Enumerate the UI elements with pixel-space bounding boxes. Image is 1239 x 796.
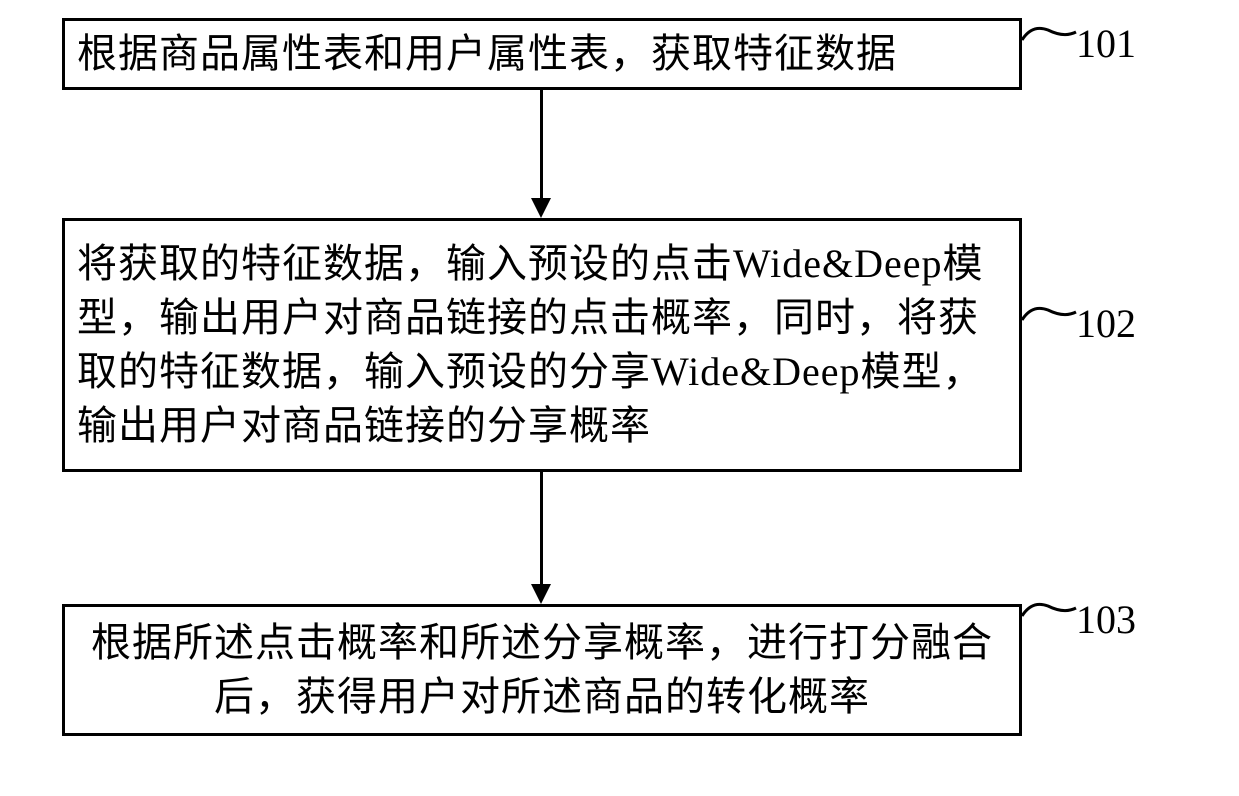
node-text: 根据商品属性表和用户属性表，获取特征数据 [77, 27, 1007, 81]
node-text: 将获取的特征数据，输入预设的点击Wide&Deep模型，输出用户对商品链接的点击… [77, 237, 1007, 453]
arrow-2-3 [540, 472, 543, 586]
flowchart-canvas: 根据商品属性表和用户属性表，获取特征数据 101 将获取的特征数据，输入预设的点… [0, 0, 1239, 796]
callout-label-102: 102 [1076, 300, 1136, 347]
callout-curve-101 [1022, 24, 1082, 64]
arrow-head-2-3 [531, 584, 551, 604]
callout-label-101: 101 [1076, 20, 1136, 67]
flowchart-node-101: 根据商品属性表和用户属性表，获取特征数据 [62, 18, 1022, 90]
callout-curve-102 [1022, 304, 1082, 344]
flowchart-node-103: 根据所述点击概率和所述分享概率，进行打分融合后，获得用户对所述商品的转化概率 [62, 604, 1022, 736]
flowchart-node-102: 将获取的特征数据，输入预设的点击Wide&Deep模型，输出用户对商品链接的点击… [62, 218, 1022, 472]
arrow-head-1-2 [531, 198, 551, 218]
node-text: 根据所述点击概率和所述分享概率，进行打分融合后，获得用户对所述商品的转化概率 [77, 616, 1007, 724]
arrow-1-2 [540, 90, 543, 200]
callout-label-103: 103 [1076, 596, 1136, 643]
callout-curve-103 [1022, 600, 1082, 640]
